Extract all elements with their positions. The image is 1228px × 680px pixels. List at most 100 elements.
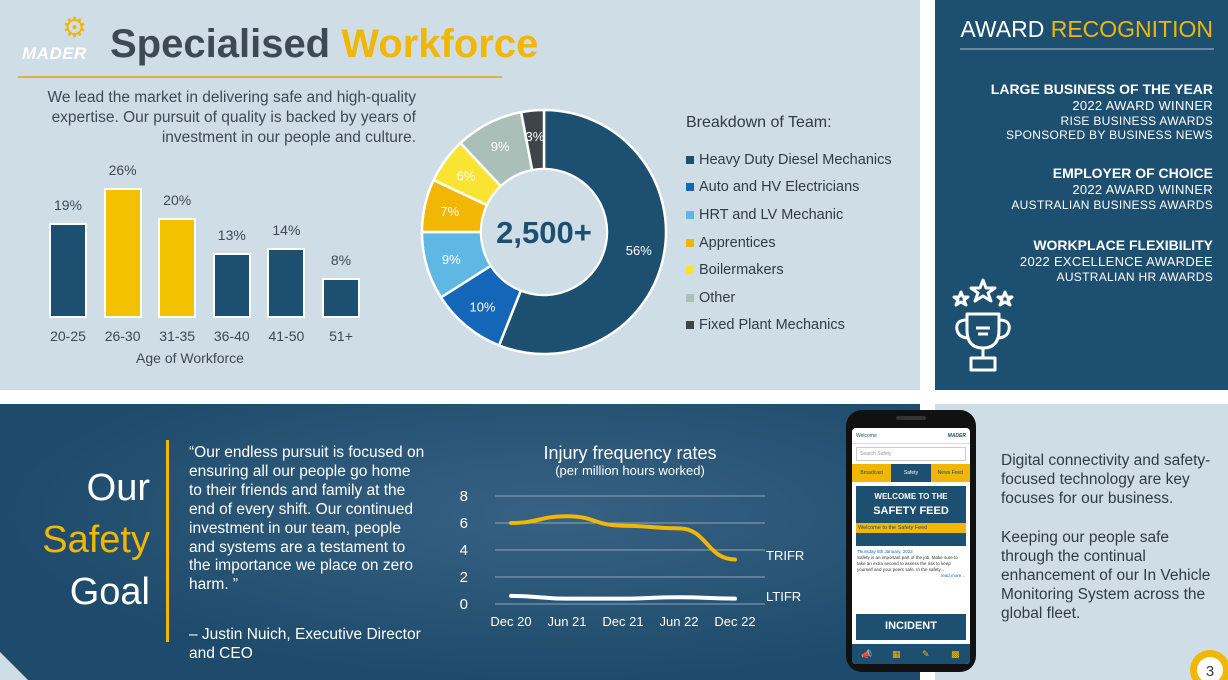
bar-category-label: 41-50 xyxy=(268,328,305,344)
tab-broadcast[interactable]: Broadcast xyxy=(852,464,892,482)
legend-title: Breakdown of Team: xyxy=(686,114,832,131)
bar-value-label: 26% xyxy=(108,162,137,178)
line-chart-title: Injury frequency rates xyxy=(543,443,716,463)
safety-feed-banner: WELCOME TO THE SAFETY FEED Welcome to th… xyxy=(856,486,966,546)
legend-item: Auto and HV Electricians xyxy=(686,174,892,202)
legend-item: Other xyxy=(686,284,892,312)
award-item: EMPLOYER OF CHOICE 2022 AWARD WINNER AUS… xyxy=(935,164,1213,212)
award-source: RISE BUSINESS AWARDS xyxy=(1060,114,1213,128)
legend-item: Boilermakers xyxy=(686,256,892,284)
injury-line-chart: Injury frequency rates(per million hours… xyxy=(460,443,805,629)
banner-sub: Welcome to the Safety Feed xyxy=(856,523,966,533)
legend-label: Heavy Duty Diesel Mechanics xyxy=(699,151,892,168)
award-heading: AWARD RECOGNITION xyxy=(935,16,1213,43)
calendar-icon[interactable]: ▦ xyxy=(891,649,901,659)
mader-logo: ⚙ MADER xyxy=(22,14,92,64)
series-line-TRIFR xyxy=(509,514,737,562)
award-heading-accent: RECOGNITION xyxy=(1050,16,1213,42)
slice-label: 10% xyxy=(469,299,495,314)
app-bottom-nav: 📣 ▦ ✎ ▩ xyxy=(852,644,970,664)
app-search-input[interactable]: Search Safety xyxy=(856,447,966,461)
legend-label: Auto and HV Electricians xyxy=(699,179,860,196)
title-accent: Workforce xyxy=(341,22,539,66)
legend-item: Heavy Duty Diesel Mechanics xyxy=(686,146,892,174)
goal-word-1: Our xyxy=(86,467,150,509)
logo-text: MADER xyxy=(22,44,87,63)
title-divider xyxy=(18,76,502,78)
slice-0 xyxy=(497,108,668,356)
read-more-link[interactable]: read more... xyxy=(940,573,965,578)
bar-category-label: 51+ xyxy=(329,328,353,344)
phone-mockup: Welcome MADER Search Safety Broadcast Sa… xyxy=(846,410,976,672)
series-label: LTIFR xyxy=(766,589,801,604)
app-header: Welcome MADER xyxy=(852,428,970,444)
quote-divider xyxy=(166,440,169,642)
donut-center-label: 2,500+ xyxy=(496,215,592,250)
bar-category-label: 36-40 xyxy=(213,328,250,344)
y-tick-label: 0 xyxy=(460,596,468,613)
y-tick-label: 6 xyxy=(460,515,468,532)
legend-swatch xyxy=(686,293,694,302)
award-source: AUSTRALIAN HR AWARDS xyxy=(1056,270,1213,284)
legend-swatch xyxy=(686,210,694,219)
checklist-icon[interactable]: ✎ xyxy=(921,649,930,659)
team-donut-chart: 56% 10% 9% 7% 6% 9% 3% 2,500+ xyxy=(420,108,668,356)
x-tick-label: Jun 22 xyxy=(659,614,698,629)
digital-panel xyxy=(935,404,1228,680)
legend-label: Boilermakers xyxy=(699,262,784,279)
bar-value-label: 20% xyxy=(163,192,192,208)
slice-label: 6% xyxy=(457,168,476,183)
slice-label: 7% xyxy=(440,204,459,219)
award-panel: AWARD RECOGNITION LARGE BUSINESS OF THE … xyxy=(935,0,1228,390)
safety-goal-heading: Our Safety Goal xyxy=(12,462,150,618)
title-main: Specialised xyxy=(110,22,331,66)
legend-swatch xyxy=(686,183,694,192)
digital-paragraph-1: Digital connectivity and safety-focused … xyxy=(1001,452,1211,508)
app-brand: MADER xyxy=(947,432,966,439)
digital-text: Digital connectivity and safety-focused … xyxy=(1001,451,1216,643)
y-tick-label: 8 xyxy=(460,488,468,505)
bar-41-50 xyxy=(267,248,306,318)
bar-value-label: 13% xyxy=(217,227,246,243)
banner-main: SAFETY FEED xyxy=(873,505,949,517)
grid-icon[interactable]: ▩ xyxy=(950,649,960,659)
app-tabs: Broadcast Safety News Feed xyxy=(852,464,970,482)
background-photo xyxy=(0,404,920,680)
safety-panel: Our Safety Goal “Our endless pursuit is … xyxy=(0,404,920,680)
slice-label: 56% xyxy=(626,243,652,258)
award-title: EMPLOYER OF CHOICE xyxy=(1052,165,1213,181)
legend-label: Other xyxy=(699,289,736,306)
legend-swatch xyxy=(686,266,694,275)
slice-label: 3% xyxy=(526,129,545,144)
legend-item: Apprentices xyxy=(686,229,892,257)
digital-paragraph-2: Keeping our people safe through the cont… xyxy=(1001,528,1211,623)
workforce-panel: ⚙ MADER Specialised Workforce We lead th… xyxy=(0,0,920,390)
award-sponsor: SPONSORED BY BUSINESS NEWS xyxy=(1006,128,1213,142)
tab-news-feed[interactable]: News Feed xyxy=(930,464,970,482)
bar-value-label: 14% xyxy=(272,222,301,238)
corner-accent xyxy=(0,652,28,680)
app-welcome: Welcome xyxy=(856,432,877,439)
bar-category-label: 31-35 xyxy=(159,328,196,344)
phone-notch xyxy=(896,416,926,420)
donut-hole xyxy=(482,170,606,294)
legend-label: HRT and LV Mechanic xyxy=(699,206,844,223)
bar-26-30 xyxy=(103,188,142,318)
bar-category-label: 20-25 xyxy=(50,328,86,344)
legend-item: HRT and LV Mechanic xyxy=(686,201,892,229)
legend-swatch xyxy=(686,155,694,164)
bar-20-25 xyxy=(49,223,87,318)
incident-banner[interactable]: INCIDENT xyxy=(856,614,966,640)
legend-label: Fixed Plant Mechanics xyxy=(699,317,845,334)
tab-safety[interactable]: Safety xyxy=(891,464,931,482)
y-tick-label: 2 xyxy=(460,569,468,586)
bar-36-40 xyxy=(212,253,251,318)
bar-51+ xyxy=(322,278,360,318)
feed-post[interactable]: Thursday 6th January, 2022 Safety is an … xyxy=(852,546,970,582)
phone-screen: Welcome MADER Search Safety Broadcast Sa… xyxy=(852,428,970,664)
series-line-LTIFR xyxy=(509,593,737,601)
bar-category-label: 26-30 xyxy=(104,328,141,344)
x-tick-label: Dec 20 xyxy=(490,614,531,629)
age-bar-chart: Age of Workforce 19% 20-25 26% 26-30 20% 31-3… xyxy=(0,0,420,390)
megaphone-icon[interactable]: 📣 xyxy=(861,649,873,659)
